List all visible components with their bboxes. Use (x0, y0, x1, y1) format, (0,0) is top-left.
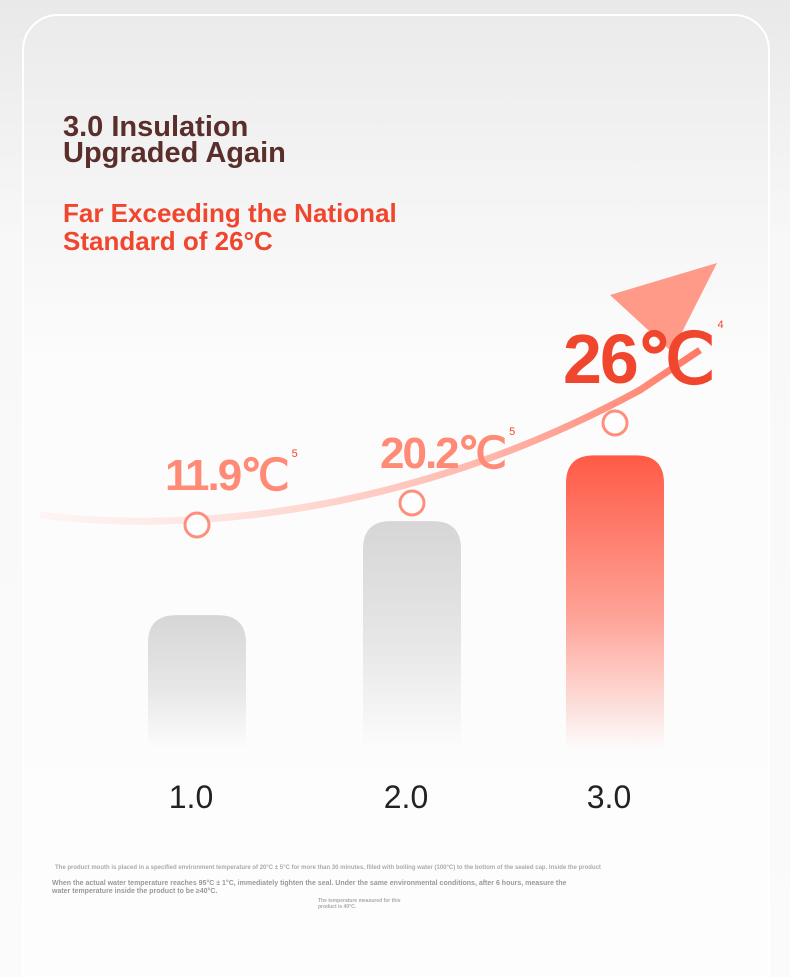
value-label: 20.2℃ (380, 429, 506, 478)
x-tick-label: 2.0 (384, 779, 428, 815)
bar (148, 615, 246, 750)
arrow-head (610, 263, 717, 352)
curve-point (183, 511, 211, 539)
title: 3.0 Insulation Upgraded Again (63, 111, 286, 169)
footnote: The product mouth is placed in a specifi… (55, 865, 601, 871)
curve-point (398, 489, 426, 517)
trend-arrow (39, 347, 702, 525)
note-mark: 4 (717, 319, 723, 331)
note-mark: 5 (292, 448, 298, 460)
bar (363, 521, 461, 750)
subtitle: Far Exceeding the National Standard of 2… (63, 198, 397, 256)
footnote: When the actual water temperature reache… (52, 880, 567, 895)
curve-point (601, 409, 629, 437)
footnote: The temperature measured for this produc… (318, 898, 401, 910)
bar (566, 455, 664, 750)
value-label: 26℃ (563, 320, 713, 398)
x-tick-label: 3.0 (587, 779, 631, 815)
value-label: 11.9℃ (165, 451, 288, 500)
x-tick-label: 1.0 (169, 779, 213, 815)
note-mark: 5 (509, 426, 515, 438)
